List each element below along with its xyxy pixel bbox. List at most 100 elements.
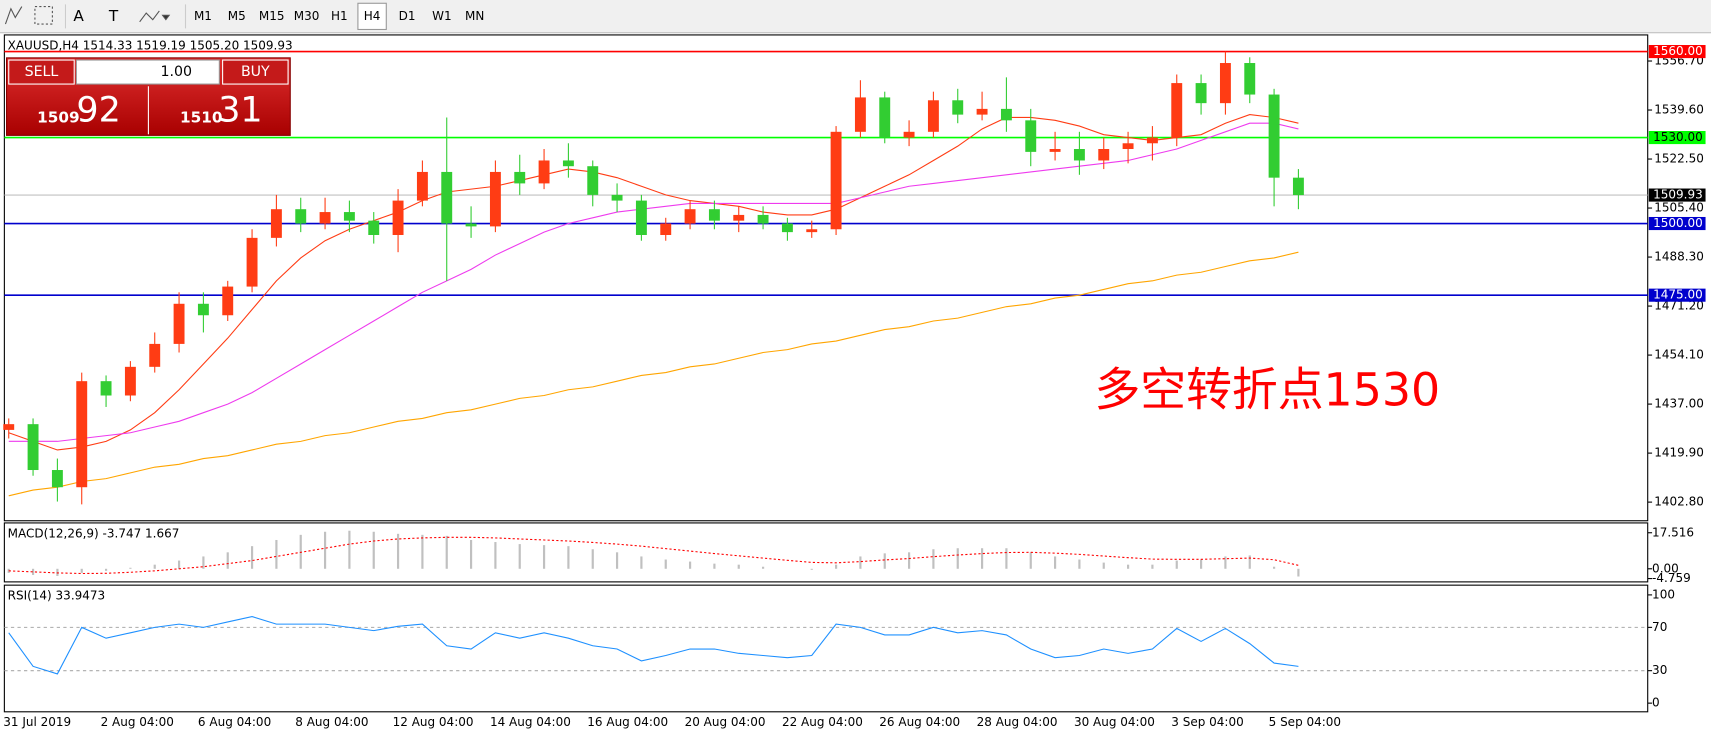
- icon[interactable]: [161, 14, 171, 21]
- candle-body: [100, 381, 112, 396]
- toolbar-button[interactable]: H4: [364, 9, 381, 23]
- x-tick-label: 14 Aug 04:00: [490, 715, 571, 729]
- candle-body: [1268, 94, 1280, 178]
- symbol-header: XAUUSD,H4 1514.33 1519.19 1505.20 1509.9…: [8, 38, 293, 52]
- last-price-label: 1509.93: [1653, 188, 1703, 202]
- candle-body: [489, 171, 501, 227]
- candle-body: [538, 160, 550, 184]
- x-tick-label: 6 Aug 04:00: [198, 715, 271, 729]
- toolbar-button[interactable]: M15: [259, 9, 285, 23]
- candle-body: [781, 223, 793, 233]
- candle-body: [51, 470, 63, 488]
- rsi-plot: [3, 584, 1649, 713]
- candle-body: [1098, 149, 1110, 161]
- y-tick-label: 1522.50: [1654, 152, 1704, 166]
- x-tick-label: 28 Aug 04:00: [977, 715, 1058, 729]
- candle-body: [806, 229, 818, 233]
- toolbar: [0, 0, 1711, 33]
- candle-body: [441, 171, 453, 224]
- candle-body: [1195, 83, 1207, 104]
- toolbar-button[interactable]: A: [73, 7, 84, 25]
- last-price-tag: [1648, 188, 1706, 202]
- candle-body: [173, 303, 185, 344]
- toolbar-button[interactable]: W1: [432, 9, 451, 23]
- x-tick-label: 8 Aug 04:00: [295, 715, 368, 729]
- candle-body: [611, 194, 623, 201]
- candle-body: [392, 200, 404, 235]
- x-tick-label: 2 Aug 04:00: [101, 715, 174, 729]
- candle-body: [1122, 143, 1134, 150]
- candle-body: [684, 209, 696, 224]
- toolbar-button[interactable]: T: [108, 7, 119, 25]
- y-tick-label: 1539.60: [1654, 103, 1704, 117]
- sell-button[interactable]: [8, 59, 75, 85]
- y-tick-label: 0.00: [1652, 561, 1679, 575]
- volume-value[interactable]: 1.00: [160, 64, 192, 80]
- rsi-line: [8, 615, 1299, 675]
- sell-label[interactable]: SELL: [25, 64, 59, 80]
- candle-body: [416, 171, 428, 201]
- candle-body: [708, 209, 720, 221]
- candle-body: [319, 212, 331, 224]
- candle-body: [343, 212, 355, 221]
- icon[interactable]: [139, 10, 160, 23]
- x-tick-label: 22 Aug 04:00: [782, 715, 863, 729]
- candle-body: [3, 424, 15, 430]
- bid-small[interactable]: 92: [76, 90, 120, 130]
- candle-body: [1171, 83, 1183, 138]
- buy-label[interactable]: BUY: [241, 64, 270, 80]
- volume-field[interactable]: [75, 59, 220, 85]
- x-tick-label: 5 Sep 04:00: [1269, 715, 1341, 729]
- macd-title: MACD(12,26,9) -3.747 1.667: [8, 526, 180, 540]
- candle-body: [757, 214, 769, 224]
- x-tick-label: 12 Aug 04:00: [393, 715, 474, 729]
- candle-body: [1049, 149, 1061, 152]
- bid-big[interactable]: 1509: [37, 108, 79, 126]
- toolbar-button[interactable]: MN: [465, 9, 484, 23]
- candle-body: [854, 97, 866, 132]
- toolbar-button[interactable]: M1: [194, 9, 212, 23]
- level-tag: [1648, 216, 1706, 231]
- level-label: 1530.00: [1653, 130, 1703, 144]
- moving-average: [8, 122, 1299, 442]
- icon[interactable]: [34, 6, 53, 25]
- rsi-title: RSI(14) 33.9473: [8, 589, 106, 603]
- moving-average: [8, 114, 1299, 451]
- toolbar-button[interactable]: M5: [228, 9, 246, 23]
- candle-body: [952, 100, 964, 115]
- candle-body: [465, 223, 477, 227]
- candle-body: [830, 131, 842, 230]
- candle-body: [1073, 149, 1085, 161]
- y-tick-label: 1488.30: [1654, 250, 1704, 264]
- level-tag: [1648, 45, 1706, 59]
- candle-body: [562, 160, 574, 167]
- toolbar-button[interactable]: M30: [294, 9, 320, 23]
- buy-button[interactable]: [222, 59, 289, 85]
- x-tick-label: 20 Aug 04:00: [685, 715, 766, 729]
- y-tick-label: 70: [1652, 620, 1667, 634]
- x-tick-label: 16 Aug 04:00: [587, 715, 668, 729]
- candle-body: [903, 131, 915, 138]
- toolbar-button[interactable]: H1: [331, 9, 348, 23]
- level-tag: [1648, 130, 1706, 145]
- candle-body: [1244, 63, 1256, 95]
- level-label: 1500.00: [1653, 216, 1703, 230]
- y-tick-label: 1402.80: [1654, 495, 1704, 509]
- level-label: 1475.00: [1653, 288, 1703, 302]
- y-tick-label: 17.516: [1652, 525, 1694, 539]
- ask-big[interactable]: 1510: [180, 108, 222, 126]
- y-tick-label: 30: [1652, 663, 1667, 677]
- candle-body: [1219, 63, 1231, 104]
- candle-body: [124, 366, 136, 396]
- candle-body: [587, 166, 599, 195]
- icon[interactable]: [4, 6, 23, 25]
- level-label: 1560.00: [1653, 44, 1703, 58]
- ask-small[interactable]: 31: [218, 90, 262, 130]
- candle-body: [222, 286, 234, 316]
- x-tick-label: 30 Aug 04:00: [1074, 715, 1155, 729]
- candle-body: [635, 200, 647, 235]
- toolbar-button[interactable]: D1: [399, 9, 416, 23]
- candle-body: [270, 209, 282, 238]
